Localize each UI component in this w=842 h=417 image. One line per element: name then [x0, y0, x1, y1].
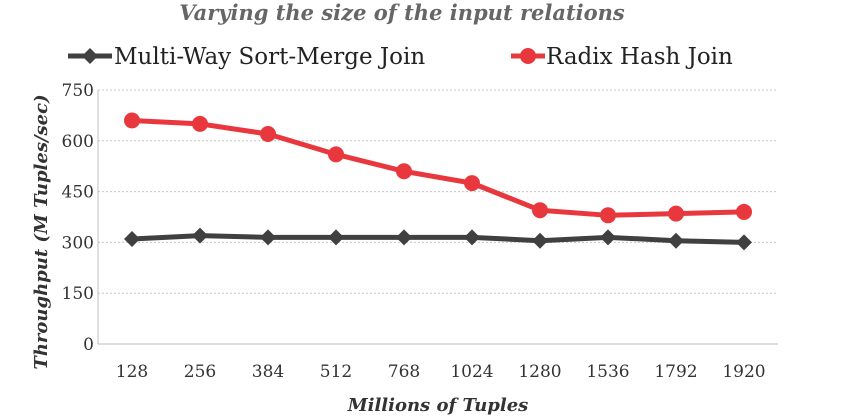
- data-point: [668, 232, 684, 249]
- data-point: [736, 203, 752, 220]
- data-point: [192, 227, 208, 244]
- data-point: [124, 112, 140, 129]
- series-line-0: [131, 233, 745, 245]
- x-tick-label: 384: [252, 362, 284, 382]
- y-tick-label: 150: [62, 284, 94, 304]
- legend-label-radix-hash: Radix Hash Join: [546, 44, 733, 70]
- data-point: [260, 126, 276, 143]
- data-point: [464, 175, 480, 192]
- x-tick-label: 768: [388, 362, 420, 382]
- data-point: [532, 202, 548, 219]
- data-point: [600, 207, 616, 224]
- data-point: [192, 115, 208, 132]
- legend-item-radix-hash: Radix Hash Join: [511, 44, 733, 70]
- series-line-1: [131, 117, 745, 218]
- legend-label-sort-merge: Multi-Way Sort-Merge Join: [114, 44, 425, 70]
- x-tick-label: 1024: [450, 362, 493, 382]
- data-point: [396, 229, 412, 246]
- x-tick-label: 1536: [586, 362, 629, 382]
- x-tick-label: 128: [116, 362, 148, 382]
- data-point: [736, 234, 752, 251]
- data-point: [124, 231, 140, 248]
- x-tick-labels: 128 256 384 512 768 1024 1280 1536 1792 1920: [116, 362, 766, 382]
- data-point: [396, 163, 412, 180]
- data-point: [464, 229, 480, 246]
- y-axis-title: Throughput (M Tuples/sec): [31, 94, 52, 369]
- y-tick-label: 300: [62, 233, 94, 253]
- data-point: [668, 205, 684, 222]
- data-point: [600, 229, 616, 246]
- x-tick-label: 1280: [518, 362, 561, 382]
- x-tick-label: 1792: [654, 362, 697, 382]
- data-point: [328, 146, 344, 163]
- y-tick-label: 600: [62, 132, 94, 152]
- legend-item-sort-merge: Multi-Way Sort-Merge Join: [68, 44, 425, 70]
- x-axis-title: Millions of Tuples: [347, 395, 529, 416]
- plot-area: [124, 112, 752, 251]
- legend-swatch-marker-radix-hash: [520, 48, 536, 64]
- y-tick-label: 450: [62, 183, 94, 203]
- data-point: [260, 229, 276, 246]
- data-point: [328, 229, 344, 246]
- legend: Multi-Way Sort-Merge Join Radix Hash Joi…: [68, 44, 733, 70]
- data-point: [532, 232, 548, 249]
- chart-title: Varying the size of the input relations: [179, 0, 625, 25]
- y-tick-label: 0: [83, 335, 94, 355]
- x-tick-label: 512: [320, 362, 352, 382]
- x-tick-label: 256: [184, 362, 216, 382]
- x-tick-label: 1920: [722, 362, 765, 382]
- legend-swatch-marker-sort-merge: [82, 48, 98, 64]
- y-tick-labels: 0 150 300 450 600 750: [62, 81, 94, 355]
- gridlines: [97, 89, 778, 345]
- y-tick-label: 750: [62, 81, 94, 101]
